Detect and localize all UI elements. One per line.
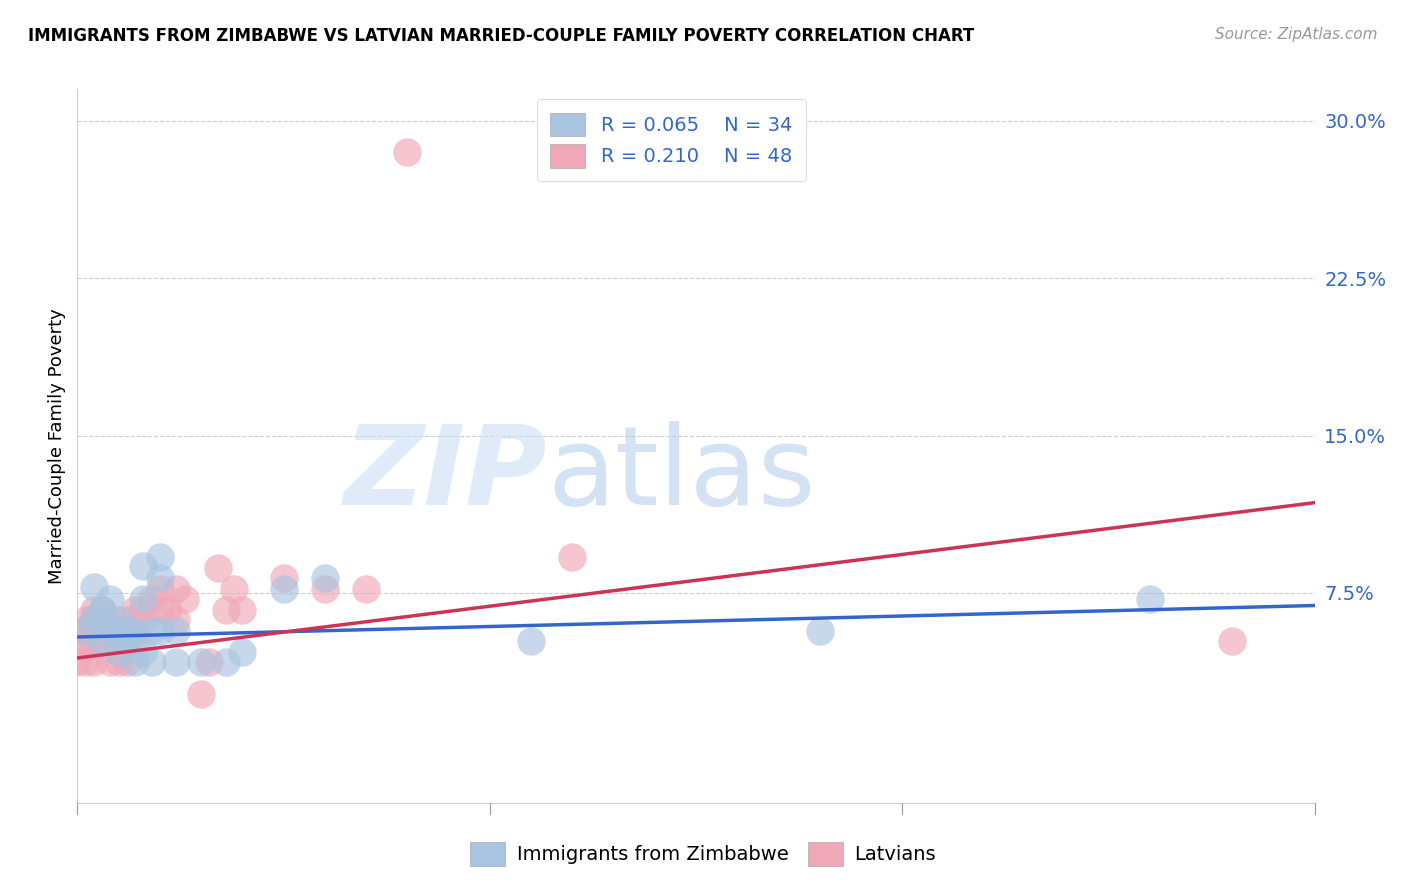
Point [273,571,295,585]
Point [520,634,543,648]
Point [91,634,114,648]
Point [132,592,155,607]
Point [98,634,121,648]
Legend: Immigrants from Zimbabwe, Latvians: Immigrants from Zimbabwe, Latvians [463,834,943,873]
Point [83,580,105,594]
Point [173,592,195,607]
Point [124,624,146,638]
Point [231,603,253,617]
Point [1139,592,1161,607]
Point [98,624,121,638]
Point [141,655,163,669]
Point [98,624,121,638]
Point [98,655,121,669]
Point [91,613,114,627]
Point [107,624,129,638]
Point [91,624,114,638]
Point [396,145,419,160]
Point [1220,634,1243,648]
Point [231,645,253,659]
Point [91,603,114,617]
Point [561,550,583,565]
Point [83,655,105,669]
Point [115,624,138,638]
Point [132,558,155,573]
Point [124,655,146,669]
Point [141,592,163,607]
Point [132,603,155,617]
Point [107,624,129,638]
Point [165,582,187,596]
Point [124,603,146,617]
Point [149,624,172,638]
Point [165,655,187,669]
Point [215,655,238,669]
Point [66,624,89,638]
Point [314,571,336,585]
Point [115,634,138,648]
Legend: R = 0.065    N = 34, R = 0.210    N = 48: R = 0.065 N = 34, R = 0.210 N = 48 [537,99,806,181]
Point [98,592,121,607]
Point [132,613,155,627]
Point [215,603,238,617]
Text: Source: ZipAtlas.com: Source: ZipAtlas.com [1215,27,1378,42]
Point [75,624,97,638]
Point [83,613,105,627]
Point [75,613,97,627]
Point [190,655,212,669]
Point [354,582,377,596]
Point [107,645,129,659]
Point [141,624,163,638]
Point [124,634,146,648]
Point [149,582,172,596]
Point [149,550,172,565]
Point [314,582,336,596]
Y-axis label: Married-Couple Family Poverty: Married-Couple Family Poverty [48,308,66,584]
Point [107,645,129,659]
Point [66,655,89,669]
Point [273,582,295,596]
Point [107,634,129,648]
Point [107,613,129,627]
Point [98,613,121,627]
Point [149,571,172,585]
Point [165,624,187,638]
Point [207,560,229,574]
Point [75,624,97,638]
Text: IMMIGRANTS FROM ZIMBABWE VS LATVIAN MARRIED-COUPLE FAMILY POVERTY CORRELATION CH: IMMIGRANTS FROM ZIMBABWE VS LATVIAN MARR… [28,27,974,45]
Point [107,655,129,669]
Point [190,687,212,701]
Point [157,603,180,617]
Point [83,611,105,625]
Point [115,613,138,627]
Point [124,624,146,638]
Point [165,613,187,627]
Point [91,613,114,627]
Point [198,655,221,669]
Point [66,634,89,648]
Text: ZIP: ZIP [344,421,547,528]
Point [808,624,831,638]
Point [75,655,97,669]
Text: atlas: atlas [547,421,815,528]
Point [91,603,114,617]
Point [83,603,105,617]
Point [115,655,138,669]
Point [222,582,245,596]
Point [149,603,172,617]
Point [132,645,155,659]
Point [83,634,105,648]
Point [75,634,97,648]
Point [91,634,114,648]
